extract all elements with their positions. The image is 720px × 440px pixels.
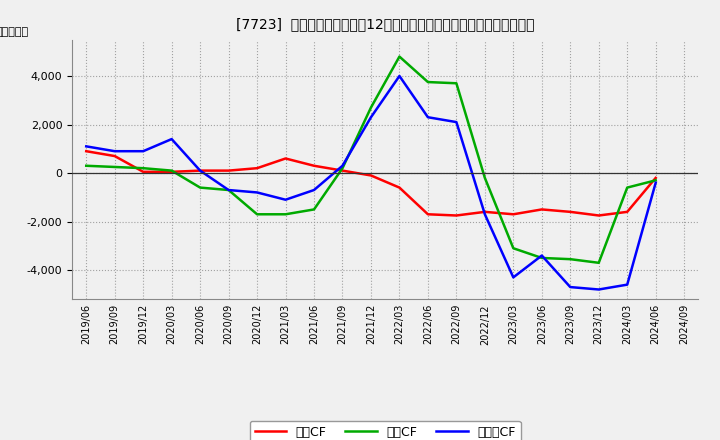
フリーCF (652, 180, 660, 185)
投資CF (480, 175, 489, 180)
営業CF (623, 209, 631, 214)
投資CF (310, 207, 318, 212)
投資CF (509, 246, 518, 251)
営業CF (395, 185, 404, 190)
投資CF (452, 81, 461, 86)
フリーCF (196, 168, 204, 173)
営業CF (110, 154, 119, 159)
投資CF (652, 178, 660, 183)
投資CF (167, 168, 176, 173)
営業CF (82, 149, 91, 154)
投資CF (566, 257, 575, 262)
営業CF (652, 175, 660, 180)
投資CF (623, 185, 631, 190)
フリーCF (509, 275, 518, 280)
投資CF (282, 212, 290, 217)
フリーCF (566, 284, 575, 290)
Legend: 営業CF, 投資CF, フリーCF: 営業CF, 投資CF, フリーCF (250, 421, 521, 440)
営業CF (253, 165, 261, 171)
営業CF (338, 168, 347, 173)
営業CF (423, 212, 432, 217)
フリーCF (110, 149, 119, 154)
営業CF (139, 169, 148, 175)
フリーCF (366, 114, 375, 120)
フリーCF (395, 73, 404, 79)
投資CF (423, 79, 432, 84)
営業CF (480, 209, 489, 214)
営業CF (595, 213, 603, 218)
フリーCF (225, 187, 233, 193)
投資CF (537, 255, 546, 260)
投資CF (225, 187, 233, 193)
フリーCF (310, 187, 318, 193)
Line: フリーCF: フリーCF (86, 76, 656, 290)
フリーCF (595, 287, 603, 292)
投資CF (139, 165, 148, 171)
フリーCF (537, 253, 546, 258)
営業CF (282, 156, 290, 161)
Line: 営業CF: 営業CF (86, 151, 656, 216)
フリーCF (623, 282, 631, 287)
投資CF (366, 105, 375, 110)
投資CF (253, 212, 261, 217)
営業CF (310, 163, 318, 169)
フリーCF (82, 144, 91, 149)
フリーCF (167, 136, 176, 142)
フリーCF (480, 212, 489, 217)
投資CF (196, 185, 204, 190)
営業CF (509, 212, 518, 217)
フリーCF (139, 149, 148, 154)
投資CF (395, 54, 404, 59)
フリーCF (452, 119, 461, 125)
フリーCF (338, 163, 347, 169)
フリーCF (253, 190, 261, 195)
Line: 投資CF: 投資CF (86, 57, 656, 263)
営業CF (196, 168, 204, 173)
営業CF (225, 168, 233, 173)
フリーCF (282, 197, 290, 202)
Y-axis label: （百万円）: （百万円） (0, 27, 28, 37)
営業CF (537, 207, 546, 212)
投資CF (82, 163, 91, 169)
営業CF (167, 169, 176, 175)
営業CF (366, 173, 375, 178)
フリーCF (423, 114, 432, 120)
営業CF (566, 209, 575, 214)
Title: [7723]  キャッシュフローの12か月移動合計の対前年同期増減額の推移: [7723] キャッシュフローの12か月移動合計の対前年同期増減額の推移 (236, 18, 534, 32)
投資CF (595, 260, 603, 265)
投資CF (338, 165, 347, 171)
投資CF (110, 164, 119, 169)
営業CF (452, 213, 461, 218)
